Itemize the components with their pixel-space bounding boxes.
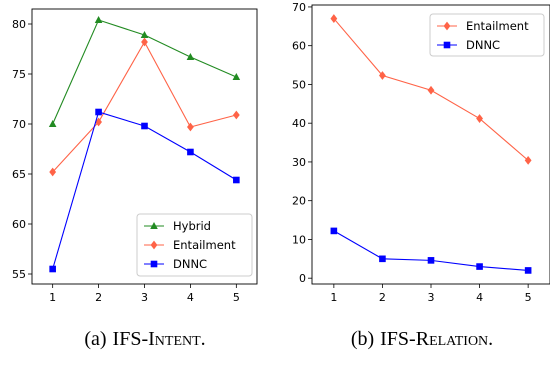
caption-b-suffix: .: [488, 328, 494, 350]
caption-a-rest: ntent: [154, 328, 201, 350]
data-point-dnnc-a: [95, 108, 102, 116]
y-tick-label-a: 60: [12, 218, 26, 231]
caption-a-label: (a): [84, 328, 107, 350]
legend-marker-entailment-b: [443, 21, 451, 31]
y-tick-label-b: 20: [292, 195, 306, 208]
y-tick-label-b: 10: [292, 233, 306, 246]
series-line-dnnc-b: [333, 230, 529, 271]
data-point-hybrid-a: [48, 120, 57, 127]
caption-b-initial: R: [415, 328, 430, 350]
caption-a: (a) IFS-Intent.: [84, 328, 205, 351]
data-point-dnnc-b: [379, 255, 386, 263]
legend-label-hybrid-a: Hybrid: [173, 219, 211, 233]
legend-label-dnnc-b: DNNC: [466, 38, 500, 52]
caption-a-initial: I: [148, 328, 155, 350]
legend-box-a: [136, 213, 253, 277]
data-point-dnnc-a: [49, 265, 56, 273]
x-tick-label-a: 3: [141, 291, 148, 304]
data-point-entailment-a: [95, 117, 102, 127]
legend-marker-entailment-a: [150, 240, 158, 250]
legend-marker-dnnc-a: [150, 260, 158, 268]
caption-b-rest: elation: [429, 328, 489, 350]
y-tick-label-a: 65: [12, 168, 26, 181]
caption-b-prefix: IFS-: [380, 328, 416, 350]
data-point-entailment-a: [141, 37, 148, 47]
y-tick-label-a: 80: [12, 18, 26, 31]
data-point-dnnc-a: [187, 148, 194, 156]
legend-a: Hybrid Entailment DNNC: [136, 213, 253, 277]
x-tick-label-b: 2: [379, 291, 386, 304]
data-point-hybrid-a: [232, 73, 241, 80]
legend-label-entailment-b: Entailment: [466, 19, 529, 33]
x-tick-label-a: 1: [49, 291, 56, 304]
legend-label-dnnc-a: DNNC: [173, 257, 207, 271]
y-tick-label-b: 0: [299, 272, 306, 285]
x-tick-label-b: 5: [525, 291, 532, 304]
y-tick-label-b: 60: [292, 40, 306, 53]
caption-a-prefix: IFS-: [112, 328, 149, 350]
y-tick-label-b: 50: [292, 78, 306, 91]
data-point-hybrid-a: [94, 16, 103, 23]
data-point-hybrid-a: [186, 53, 195, 60]
legend-marker-dnnc-b: [443, 41, 451, 49]
legend-marker-hybrid-a: [150, 222, 158, 229]
x-tick-label-a: 5: [233, 291, 240, 304]
caption-b: (b) IFS-Relation.: [351, 328, 493, 351]
x-tick-label-b: 3: [428, 291, 435, 304]
data-point-dnnc-b: [427, 257, 435, 264]
chart-panel-b: 0 10 20 30 40 50 60 70 1 2 3 4 5 Entailment DNNC: [292, 1, 550, 304]
data-point-dnnc-b: [476, 263, 483, 270]
chart-panel-a: 55 60 65 70 75 80 1 2 3 4 5 Hybrid Entailment DNNC: [12, 8, 258, 304]
legend-b: Entailment DNNC: [429, 13, 545, 57]
data-point-entailment-a: [232, 110, 240, 120]
x-tick-label-b: 1: [330, 291, 337, 304]
data-point-entailment-b: [427, 85, 435, 95]
legend-box-b: [429, 13, 545, 57]
data-point-dnnc-a: [233, 176, 240, 184]
data-point-entailment-b: [379, 71, 386, 80]
y-tick-label-a: 55: [12, 268, 26, 281]
y-tick-label-a: 75: [12, 68, 26, 81]
x-tick-label-a: 4: [187, 291, 194, 304]
caption-a-suffix: .: [200, 328, 206, 350]
data-point-entailment-b: [476, 114, 483, 123]
x-tick-label-a: 2: [95, 291, 102, 304]
caption-b-label: (b): [350, 328, 375, 350]
y-tick-label-b: 30: [292, 156, 306, 169]
data-point-entailment-b: [330, 14, 338, 23]
data-point-dnnc-b: [330, 227, 338, 235]
data-point-dnnc-a: [141, 122, 148, 130]
y-tick-label-a: 70: [12, 118, 26, 131]
y-tick-label-b: 40: [292, 117, 306, 130]
data-point-entailment-b: [524, 155, 532, 165]
legend-label-entailment-a: Entailment: [173, 238, 236, 252]
x-tick-label-b: 4: [476, 291, 483, 304]
data-point-entailment-a: [187, 122, 194, 132]
data-point-entailment-a: [49, 167, 57, 177]
y-tick-label-b: 70: [292, 1, 306, 14]
data-point-dnnc-b: [524, 267, 532, 274]
data-point-hybrid-a: [140, 31, 149, 38]
